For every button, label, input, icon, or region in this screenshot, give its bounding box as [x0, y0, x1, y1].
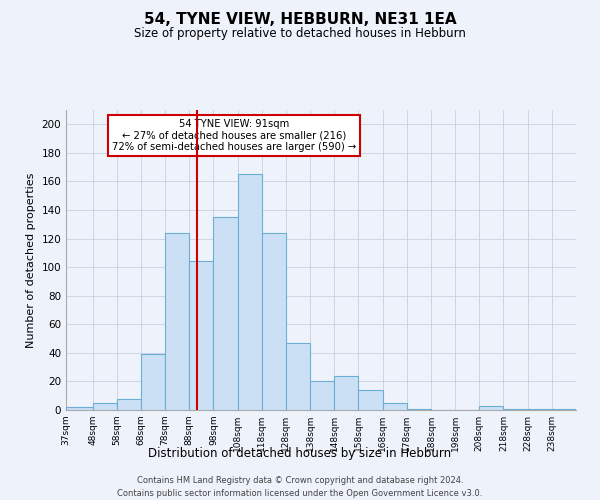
Bar	[310, 382, 334, 410]
Bar	[238, 174, 262, 410]
Bar	[552, 408, 576, 410]
Bar	[479, 406, 503, 410]
Bar	[66, 407, 92, 410]
Text: 54 TYNE VIEW: 91sqm
← 27% of detached houses are smaller (216)
72% of semi-detac: 54 TYNE VIEW: 91sqm ← 27% of detached ho…	[112, 119, 356, 152]
Bar	[141, 354, 165, 410]
Bar	[165, 233, 189, 410]
Y-axis label: Number of detached properties: Number of detached properties	[26, 172, 36, 348]
Bar	[527, 408, 552, 410]
Bar	[262, 233, 286, 410]
Bar	[214, 217, 238, 410]
Text: Distribution of detached houses by size in Hebburn: Distribution of detached houses by size …	[148, 448, 452, 460]
Bar	[286, 343, 310, 410]
Bar	[383, 403, 407, 410]
Bar	[503, 408, 527, 410]
Bar	[358, 390, 383, 410]
Bar	[189, 262, 214, 410]
Bar	[92, 403, 117, 410]
Text: Contains public sector information licensed under the Open Government Licence v3: Contains public sector information licen…	[118, 489, 482, 498]
Bar	[334, 376, 358, 410]
Text: Size of property relative to detached houses in Hebburn: Size of property relative to detached ho…	[134, 28, 466, 40]
Bar	[117, 398, 141, 410]
Text: Contains HM Land Registry data © Crown copyright and database right 2024.: Contains HM Land Registry data © Crown c…	[137, 476, 463, 485]
Text: 54, TYNE VIEW, HEBBURN, NE31 1EA: 54, TYNE VIEW, HEBBURN, NE31 1EA	[143, 12, 457, 28]
Bar	[407, 408, 431, 410]
